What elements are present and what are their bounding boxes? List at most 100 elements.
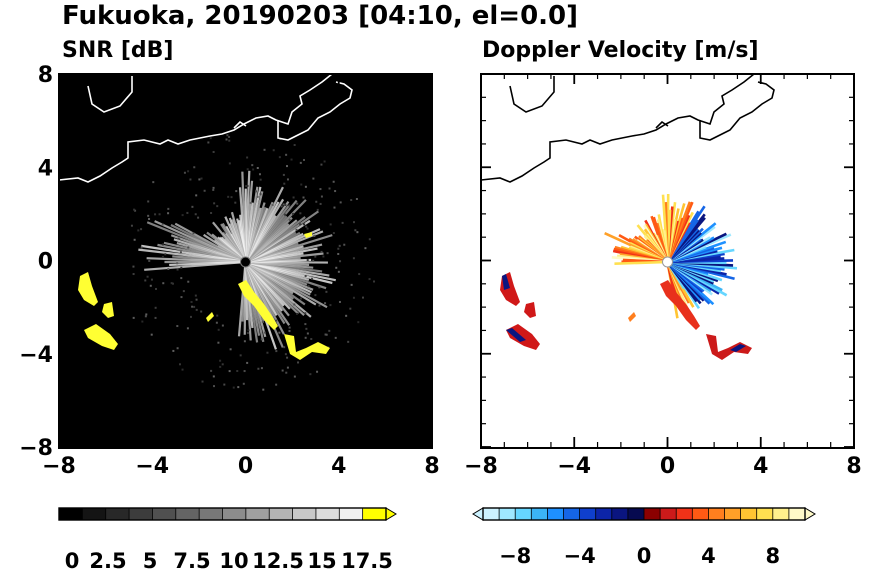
snr-noise-pixel (356, 231, 359, 234)
doppler-colorbar-bin (724, 508, 741, 520)
snr-noise-pixel (246, 156, 249, 159)
snr-noise-pixel (150, 333, 153, 336)
snr-noise-pixel (334, 190, 337, 193)
snr-noise-pixel (181, 368, 184, 371)
snr-colorbar-bin (82, 508, 107, 520)
snr-noise-pixel (285, 371, 288, 374)
doppler-colorbar: −8 −4 0 4 8 (472, 507, 816, 568)
snr-noise-pixel (161, 223, 164, 226)
snr-noise-pixel (299, 223, 302, 226)
snr-noise-pixel (329, 304, 332, 307)
snr-noise-pixel (180, 277, 183, 280)
snr-noise-pixel (292, 212, 295, 215)
snr-xtick-label: −8 (42, 454, 76, 479)
snr-noise-pixel (304, 185, 307, 188)
snr-noise-pixel (347, 340, 350, 343)
snr-noise-pixel (180, 266, 183, 269)
snr-noise-pixel (303, 158, 306, 161)
snr-noise-pixel (137, 229, 140, 232)
snr-noise-pixel (225, 138, 228, 141)
doppler-colorbar-tick-label: 8 (765, 544, 780, 568)
doppler-xtick-label: 8 (846, 454, 861, 479)
snr-noise-pixel (282, 203, 285, 206)
snr-noise-pixel (155, 287, 158, 290)
snr-noise-pixel (216, 314, 219, 317)
snr-noise-pixel (292, 196, 295, 199)
snr-noise-pixel (176, 268, 179, 271)
snr-noise-pixel (286, 178, 289, 181)
snr-noise-pixel (339, 260, 342, 263)
figure-title: Fukuoka, 20190203 [04:10, el=0.0] (62, 1, 578, 31)
snr-noise-pixel (303, 223, 306, 226)
snr-noise-pixel (290, 158, 293, 161)
snr-noise-pixel (236, 369, 239, 372)
snr-noise-pixel (302, 196, 305, 199)
snr-noise-pixel (307, 285, 310, 288)
snr-noise-pixel (130, 224, 133, 227)
snr-noise-pixel (145, 313, 148, 316)
snr-colorbar-bin (315, 508, 340, 520)
snr-noise-pixel (286, 366, 289, 369)
snr-noise-pixel (285, 153, 288, 156)
snr-noise-pixel (140, 246, 143, 249)
doppler-axes: −8 −4 0 4 8 (464, 73, 862, 479)
snr-noise-pixel (179, 251, 182, 254)
snr-noise-pixel (355, 197, 358, 200)
snr-noise-pixel (190, 300, 193, 303)
doppler-colorbar-bin (708, 508, 725, 520)
snr-noise-pixel (305, 327, 308, 330)
snr-panel-title: SNR [dB] (62, 38, 173, 63)
snr-noise-pixel (326, 252, 329, 255)
snr-noise-pixel (364, 247, 367, 250)
snr-noise-pixel (170, 282, 173, 285)
snr-noise-pixel (194, 294, 197, 297)
snr-noise-pixel (358, 273, 361, 276)
snr-noise-pixel (304, 274, 307, 277)
snr-noise-pixel (148, 259, 151, 262)
snr-ytick-label: −8 (19, 436, 53, 461)
snr-noise-pixel (187, 246, 190, 249)
snr-noise-pixel (271, 203, 274, 206)
snr-noise-pixel (283, 346, 286, 349)
doppler-colorbar-bin (499, 508, 516, 520)
snr-noise-pixel (293, 375, 296, 378)
snr-noise-pixel (255, 190, 258, 193)
snr-noise-pixel (213, 202, 216, 205)
snr-noise-pixel (134, 209, 137, 212)
snr-noise-pixel (148, 217, 151, 220)
snr-colorbar-tick-label: 12.5 (252, 549, 304, 570)
doppler-colorbar-bin (611, 508, 629, 520)
doppler-colorbar-bin (644, 508, 661, 520)
snr-ytick-label: 4 (38, 156, 53, 181)
snr-noise-pixel (239, 354, 242, 357)
snr-noise-pixel (158, 213, 161, 216)
snr-noise-pixel (228, 162, 231, 165)
snr-noise-pixel (203, 189, 206, 192)
snr-noise-pixel (320, 163, 323, 166)
snr-noise-pixel (246, 184, 249, 187)
snr-noise-pixel (297, 361, 300, 364)
snr-echo-ray (144, 260, 246, 271)
snr-noise-pixel (230, 196, 233, 199)
snr-noise-pixel (210, 369, 213, 372)
snr-noise-pixel (341, 221, 344, 224)
doppler-colorbar-tick-label: 4 (701, 544, 716, 568)
snr-noise-pixel (228, 135, 231, 138)
snr-noise-pixel (259, 178, 262, 181)
snr-noise-pixel (320, 195, 323, 198)
doppler-colorbar-frame (482, 507, 806, 521)
snr-noise-pixel (176, 325, 179, 328)
snr-noise-pixel (141, 320, 144, 323)
snr-noise-pixel (343, 243, 346, 246)
snr-noise-pixel (361, 296, 364, 299)
snr-noise-pixel (195, 308, 198, 311)
snr-noise-pixel (318, 286, 321, 289)
snr-noise-pixel (304, 323, 307, 326)
doppler-echo-cell-southeast-inbound (730, 344, 746, 352)
snr-noise-pixel (217, 341, 220, 344)
doppler-panel-title: Doppler Velocity [m/s] (482, 38, 759, 63)
snr-colorbar-bin (129, 508, 153, 520)
snr-noise-pixel (284, 204, 287, 207)
snr-noise-pixel (180, 296, 183, 299)
